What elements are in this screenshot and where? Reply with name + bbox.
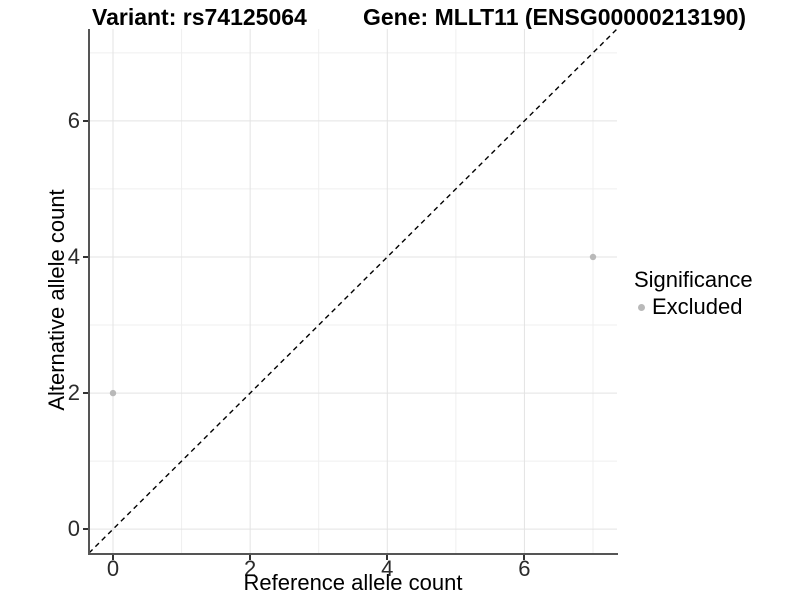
x-axis-line (88, 553, 618, 555)
y-tick-label: 4 (67, 243, 80, 269)
x-tick-mark (523, 555, 526, 560)
y-tick-mark (83, 392, 88, 395)
legend-key-dot-icon (638, 303, 645, 311)
x-tick-mark (112, 555, 114, 560)
x-tick-label: 2 (244, 556, 257, 581)
y-axis-line (88, 29, 90, 555)
x-tick-mark (249, 555, 252, 560)
x-axis-title: Reference allele count (243, 570, 463, 595)
data-point (109, 389, 117, 397)
plot-title-variant: Variant: rs74125064 (92, 4, 307, 30)
y-tick-mark (83, 255, 88, 258)
legend-entry-label: Excluded (652, 294, 743, 319)
y-tick-label: 6 (67, 107, 80, 133)
y-tick-label: 0 (67, 516, 80, 542)
x-tick-label: 6 (518, 556, 531, 581)
legend-title: Significance (634, 267, 753, 292)
x-tick-label: 0 (106, 556, 120, 581)
y-tick-mark (83, 528, 88, 531)
data-point (589, 253, 597, 261)
plot-panel (88, 28, 618, 554)
identity-line (88, 28, 618, 554)
plot-area-svg (88, 28, 618, 554)
legend-entry-excluded: Excluded (632, 294, 753, 320)
plot-title-gene: Gene: MLLT11 (ENSG00000213190) (363, 4, 747, 30)
legend: Significance Excluded (632, 267, 753, 320)
x-tick-mark (386, 555, 389, 560)
y-tick-mark (83, 119, 88, 122)
x-tick-label: 4 (381, 556, 394, 581)
y-axis-title: Alternative allele count (44, 189, 69, 411)
y-tick-label: 2 (67, 380, 80, 406)
